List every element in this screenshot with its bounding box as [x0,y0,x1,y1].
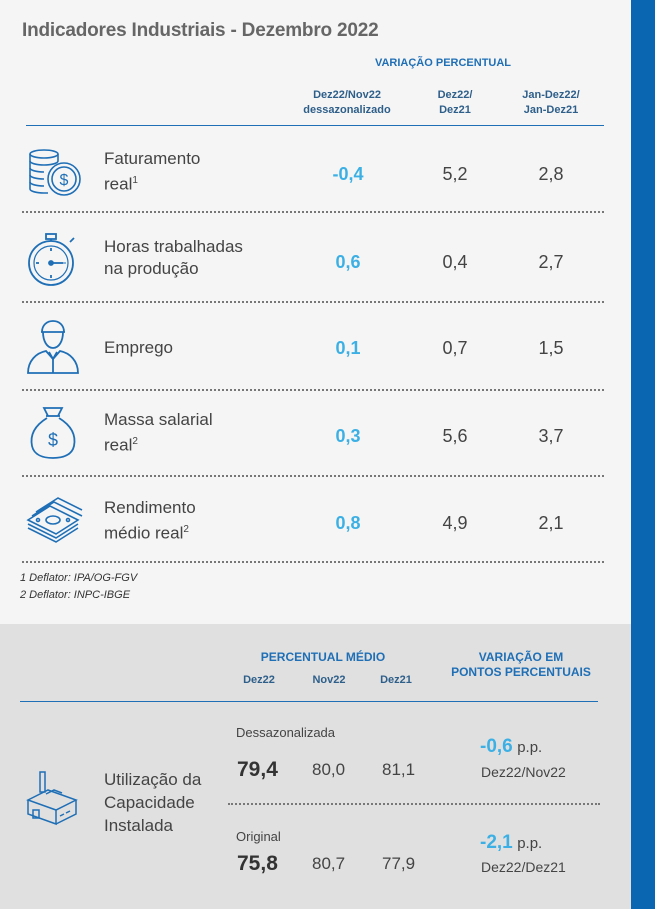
value-emprego-acum: 1,5 [538,338,564,358]
row-divider [22,301,604,303]
col-header-dez22-dez21: Dez22/Dez21 [437,89,473,116]
dessazonalizada-label: Dessazonalizada [236,725,336,740]
footnote-2: 2 Deflator: INPC-IBGE [20,589,131,601]
original-nov22-value: 80,7 [312,854,346,873]
value-faturamento-mes: -0,4 [332,164,364,184]
variacao-header: VARIAÇÃO PERCENTUAL [374,57,512,69]
capacity-header-divider [20,701,598,702]
dessaz-pp-period: Dez22/Nov22 [481,764,566,780]
money-bag-icon: $ [30,407,76,459]
row-divider [22,389,604,391]
col-header-cap-dez22: Dez22 [243,674,275,686]
original-pp-variation: -2,1 p.p. [480,832,543,853]
indicators-panel [0,0,631,624]
value-rendimento-acum: 2,1 [538,513,564,533]
coins-dollar-icon: $ [29,149,81,196]
capacidade-label: Utilização da Capacidade Instalada [104,770,202,835]
value-emprego-mes: 0,1 [335,338,361,358]
header-divider [26,125,604,126]
value-horas-mes: 0,6 [335,252,361,272]
value-faturamento-ano: 5,2 [442,164,468,184]
worker-person-icon [27,320,79,374]
footnote-1: 1 Deflator: IPA/OG-FGV [20,572,138,584]
dessaz-nov22-value: 80,0 [312,760,346,779]
value-rendimento-mes: 0,8 [335,513,361,533]
sidebar-bar [631,0,655,909]
original-label: Original [236,829,281,844]
banknotes-stack-icon [26,497,83,543]
svg-text:$: $ [60,172,69,189]
original-dez22-value: 75,8 [237,852,278,875]
page-title: Indicadores Industriais - Dezembro 2022 [22,20,379,41]
row-divider [22,475,604,477]
value-massa-mes: 0,3 [335,426,361,446]
row-label-massa-salarial: Massa salarial real2 [104,410,213,455]
row-divider [22,561,604,563]
factory-icon [26,771,78,826]
col-header-cap-dez21: Dez21 [380,674,412,686]
dessaz-dez21-value: 81,1 [382,760,416,779]
col-header-dez22-nov22: Dez22/Nov22 dessazonalizado [303,89,391,116]
col-header-cap-nov22: Nov22 [312,674,346,686]
original-dez21-value: 77,9 [382,854,416,873]
stopwatch-icon [28,233,75,286]
percentual-medio-header: PERCENTUAL MÉDIO [260,650,386,664]
value-rendimento-ano: 4,9 [442,513,468,533]
row-label-faturamento: Faturamento real1 [104,149,201,194]
value-massa-acum: 3,7 [538,426,564,446]
original-pp-period: Dez22/Dez21 [481,859,566,875]
value-massa-ano: 5,6 [442,426,468,446]
value-emprego-ano: 0,7 [442,338,468,358]
row-label-rendimento: Rendimento médio real2 [104,498,196,543]
variacao-pontos-header: VARIAÇÃO EM PONTOS PERCENTUAIS [451,650,591,679]
row-divider [22,211,604,213]
svg-text:$: $ [48,430,58,450]
value-horas-ano: 0,4 [442,252,468,272]
row-label-emprego: Emprego [104,338,173,357]
value-faturamento-acum: 2,8 [538,164,564,184]
row-label-horas: Horas trabalhadas na produção [104,237,243,278]
value-horas-acum: 2,7 [538,252,564,272]
col-header-jan-dez: Jan-Dez22/Jan-Dez21 [522,89,580,116]
dessaz-pp-variation: -0,6 p.p. [480,736,543,757]
capacity-row-divider [228,803,600,805]
dessaz-dez22-value: 79,4 [237,758,278,781]
capacity-panel [0,624,631,909]
